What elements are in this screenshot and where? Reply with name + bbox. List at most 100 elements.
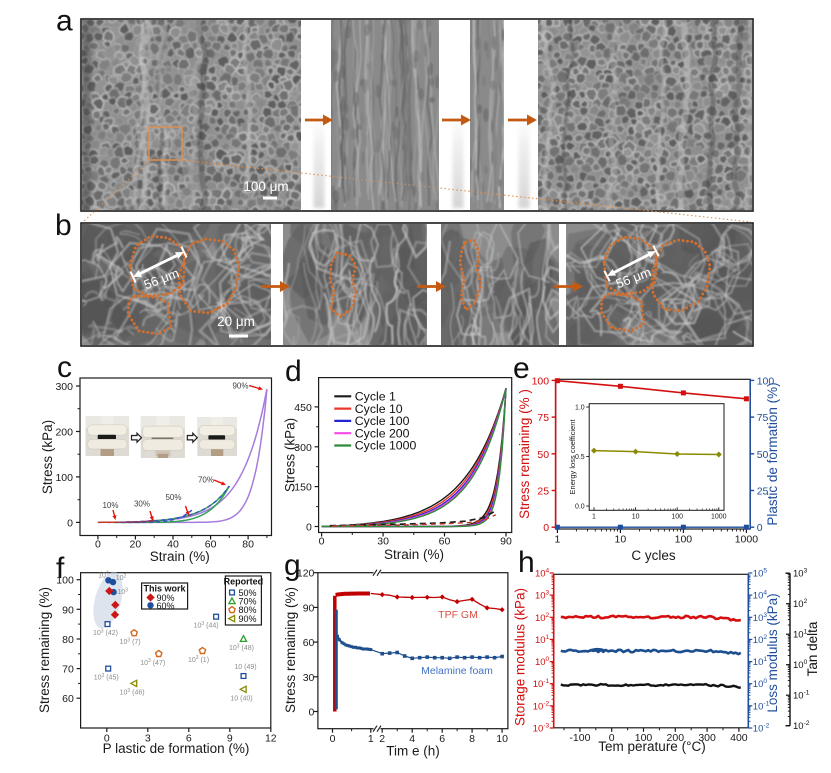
svg-text:300: 300 (294, 442, 312, 454)
svg-text:300: 300 (55, 381, 73, 393)
svg-text:Strain (%): Strain (%) (384, 547, 444, 562)
svg-text:100: 100 (671, 513, 683, 520)
svg-text:40: 40 (167, 539, 179, 551)
svg-text:30%: 30% (134, 500, 150, 509)
svg-text:10: 10 (615, 534, 627, 546)
svg-text:103 (7): 103 (7) (120, 637, 141, 646)
svg-text:0: 0 (609, 732, 615, 744)
svg-text:Stress (kPa): Stress (kPa) (40, 420, 55, 494)
svg-text:Stress (kPa): Stress (kPa) (283, 418, 298, 492)
svg-text:80: 80 (242, 539, 254, 551)
svg-text:TPF GM: TPF GM (438, 609, 478, 621)
svg-text:100: 100 (635, 732, 653, 744)
svg-text:103 (1): 103 (1) (188, 655, 209, 664)
svg-text:103: 103 (117, 588, 128, 597)
svg-text:1: 1 (592, 513, 596, 520)
svg-text:50%: 50% (239, 588, 257, 598)
svg-text:50%: 50% (165, 493, 181, 502)
svg-text:0: 0 (309, 707, 315, 719)
svg-text:Tem perature (°C): Tem perature (°C) (598, 739, 705, 754)
svg-text:Stress remaining (%): Stress remaining (%) (37, 587, 52, 713)
svg-text:12: 12 (265, 733, 277, 745)
svg-text:90%: 90% (239, 614, 257, 624)
svg-text:100: 100 (675, 534, 693, 546)
svg-text:1: 1 (368, 733, 374, 745)
svg-text:1: 1 (554, 534, 560, 546)
svg-text:Energy loss coefficient: Energy loss coefficient (568, 419, 577, 495)
svg-text:0: 0 (319, 536, 325, 548)
svg-text:a: a (56, 5, 73, 38)
svg-text:f: f (56, 552, 65, 585)
svg-text:100: 100 (757, 375, 775, 387)
svg-text:103 (45): 103 (45) (94, 673, 119, 682)
svg-text:75: 75 (537, 412, 549, 424)
svg-text:2: 2 (379, 733, 385, 745)
svg-text:1000: 1000 (735, 534, 759, 546)
svg-text:20: 20 (130, 539, 142, 551)
svg-text:6: 6 (186, 733, 192, 745)
svg-text:C ycles: C ycles (631, 548, 676, 563)
svg-text:60: 60 (62, 693, 74, 705)
svg-text:e: e (513, 352, 530, 385)
svg-text:0: 0 (95, 539, 101, 551)
svg-text:10 (40): 10 (40) (230, 695, 252, 702)
svg-text:50: 50 (757, 449, 769, 461)
svg-text:200: 200 (667, 732, 685, 744)
svg-text:100: 100 (55, 472, 73, 484)
svg-text:10%: 10% (102, 501, 118, 510)
svg-text:100: 100 (532, 375, 550, 387)
svg-text:Plastic de formation (%): Plastic de formation (%) (765, 382, 780, 525)
svg-text:80: 80 (62, 634, 74, 646)
svg-text:10: 10 (632, 513, 640, 520)
svg-text:70%: 70% (239, 597, 257, 607)
svg-text:90: 90 (303, 602, 315, 614)
svg-text:103 (44): 103 (44) (194, 621, 219, 630)
svg-text:70: 70 (62, 664, 74, 676)
svg-text:60: 60 (303, 637, 315, 649)
svg-text:Melamine foam: Melamine foam (421, 665, 493, 677)
svg-text:400: 400 (730, 732, 748, 744)
svg-text:Storage modulus (kPa): Storage modulus (kPa) (513, 588, 528, 726)
svg-text:Cycle 1000: Cycle 1000 (355, 439, 417, 453)
svg-text:60: 60 (439, 536, 451, 548)
svg-text:30: 30 (377, 536, 389, 548)
svg-text:103 (48): 103 (48) (229, 643, 254, 652)
svg-text:25: 25 (537, 486, 549, 498)
svg-text:120: 120 (297, 568, 315, 580)
svg-text:80%: 80% (239, 605, 257, 615)
svg-text:450: 450 (294, 402, 312, 414)
svg-text:300: 300 (698, 732, 716, 744)
svg-text:90%: 90% (157, 593, 175, 603)
svg-text:103 (47): 103 (47) (140, 658, 165, 667)
svg-text:1.0: 1.0 (575, 405, 585, 412)
svg-text:30: 30 (303, 672, 315, 684)
svg-text:0: 0 (67, 517, 73, 529)
svg-text:P lastic de formation (%): P lastic de formation (%) (103, 741, 250, 756)
svg-text:Cycle 1: Cycle 1 (355, 390, 396, 404)
svg-text:70%: 70% (198, 476, 214, 485)
svg-text:This work: This work (143, 584, 186, 594)
svg-text:100 μm: 100 μm (243, 179, 288, 194)
svg-text:Cycle 10: Cycle 10 (355, 402, 403, 416)
svg-text:9: 9 (227, 733, 233, 745)
svg-text:3: 3 (145, 733, 151, 745)
svg-text:90%: 90% (232, 382, 248, 391)
svg-text:75: 75 (757, 412, 769, 424)
svg-text:100: 100 (56, 575, 74, 587)
svg-text:8: 8 (469, 733, 475, 745)
svg-text:90: 90 (500, 536, 512, 548)
svg-text:60: 60 (205, 539, 217, 551)
svg-text:-100: -100 (569, 732, 590, 744)
svg-text:104: 104 (98, 571, 109, 580)
svg-text:h: h (518, 546, 535, 579)
svg-text:0: 0 (306, 522, 312, 534)
svg-text:Cycle 200: Cycle 200 (355, 426, 410, 440)
svg-text:g: g (284, 549, 301, 582)
svg-text:Stress remaining (%): Stress remaining (%) (283, 587, 298, 713)
svg-text:200: 200 (55, 427, 73, 439)
svg-text:6: 6 (439, 733, 445, 745)
svg-text:25: 25 (757, 486, 769, 498)
svg-text:0: 0 (543, 522, 549, 534)
svg-text:20 μm: 20 μm (217, 314, 255, 329)
svg-text:Cycle 100: Cycle 100 (355, 414, 410, 428)
